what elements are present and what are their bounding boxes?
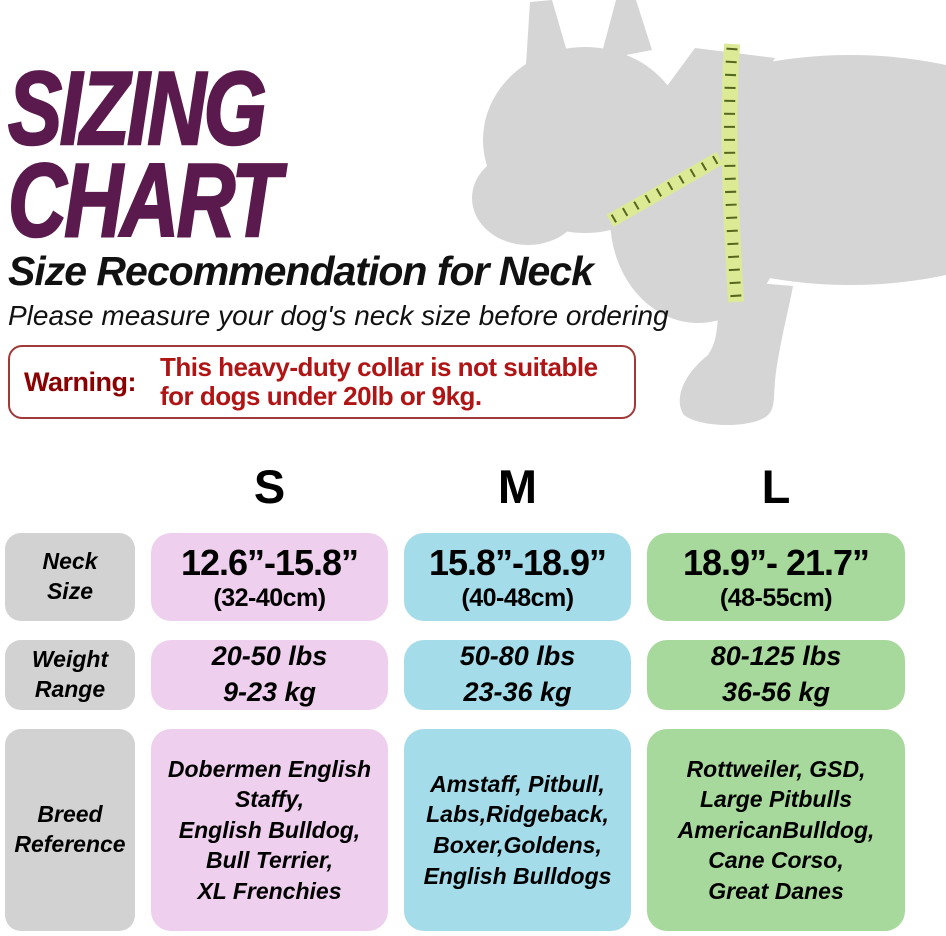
column-header-s: S: [253, 459, 286, 513]
row-label-breed-reference: Breed Reference: [5, 729, 135, 931]
neck-size-s-cm: (32-40cm): [213, 583, 326, 612]
dog-body-shape: [472, 0, 946, 426]
cell-weight-range-m: 50-80 lbs 23-36 kg: [404, 640, 631, 710]
cell-breed-reference-m: Amstaff, Pitbull, Labs,Ridgeback, Boxer,…: [404, 729, 631, 931]
neck-size-m-cm: (40-48cm): [461, 583, 574, 612]
cell-neck-size-s: 12.6”-15.8” (32-40cm): [151, 533, 388, 621]
warning-text: This heavy-duty collar is not suitable f…: [159, 351, 598, 411]
sizing-table: S M L Neck Size 12.6”-15.8” (32-40cm) 15…: [5, 458, 905, 931]
cell-breed-reference-l: Rottweiler, GSD, Large Pitbulls American…: [647, 729, 905, 931]
column-header-m: M: [497, 459, 538, 513]
cell-neck-size-m: 15.8”-18.9” (40-48cm): [404, 533, 631, 621]
table-corner-spacer: [5, 458, 135, 514]
warning-label: Warning:: [24, 366, 136, 397]
measuring-tape-icon: [606, 43, 744, 303]
column-header-l: L: [761, 459, 791, 513]
cell-breed-reference-s: Dobermen English Staffy, English Bulldog…: [151, 729, 388, 931]
cell-weight-range-l: 80-125 lbs 36-56 kg: [647, 640, 905, 710]
page-title-line2: CHART: [7, 142, 282, 259]
page-title-line1: SIZING: [7, 51, 268, 167]
neck-size-l-cm: (48-55cm): [719, 583, 833, 612]
cell-neck-size-l: 18.9”- 21.7” (48-55cm): [647, 533, 905, 621]
dog-silhouette-image: [472, 0, 946, 426]
page-title: SIZING CHART: [7, 51, 282, 259]
warning-box: Warning: This heavy-duty collar is not s…: [8, 345, 636, 419]
row-label-weight-range: Weight Range: [5, 640, 135, 710]
warning-text-line1: This heavy-duty collar is not suitable: [159, 351, 598, 382]
neck-size-m-inches: 15.8”-18.9”: [428, 541, 607, 583]
row-label-neck-size: Neck Size: [5, 533, 135, 621]
cell-weight-range-s: 20-50 lbs 9-23 kg: [151, 640, 388, 710]
subtitle: Size Recommendation for Neck: [8, 248, 594, 294]
neck-size-s-inches: 12.6”-15.8”: [180, 541, 359, 583]
neck-size-l-inches: 18.9”- 21.7”: [682, 541, 870, 583]
measure-note: Please measure your dog's neck size befo…: [8, 300, 669, 331]
warning-text-line2: for dogs under 20lb or 9kg.: [159, 381, 482, 411]
